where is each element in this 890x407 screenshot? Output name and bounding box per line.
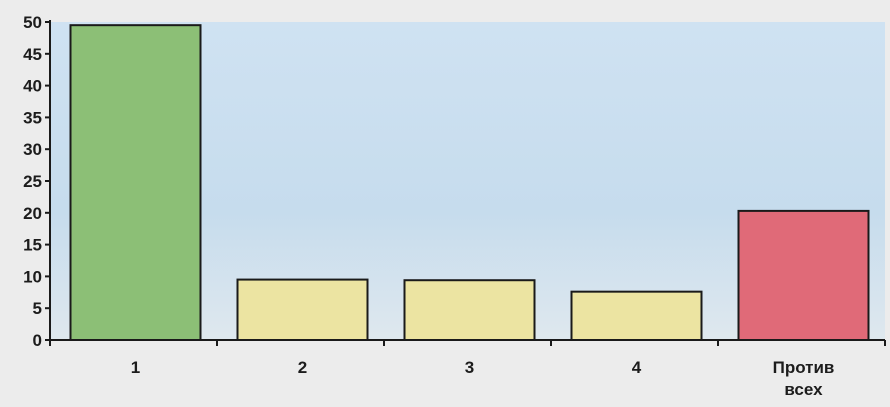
y-tick-label: 25 (23, 172, 42, 191)
bar-3 (403, 279, 536, 342)
y-tick-label: 0 (33, 331, 42, 350)
bar-4 (570, 290, 703, 341)
y-tick-label: 5 (33, 299, 42, 318)
y-tick-label: 45 (23, 45, 42, 64)
x-category-label: 2 (298, 358, 307, 377)
y-tick-label: 20 (23, 204, 42, 223)
x-category-label: 1 (131, 358, 140, 377)
bar-5 (737, 209, 870, 341)
x-category-label: 4 (632, 358, 642, 377)
y-tick-label: 10 (23, 267, 42, 286)
y-tick-label: 35 (23, 108, 42, 127)
y-tick-label: 30 (23, 140, 42, 159)
y-tick-label: 40 (23, 77, 42, 96)
bar-1 (69, 24, 202, 342)
y-axis: 0 5 10 15 20 25 30 35 40 45 50 (23, 13, 51, 350)
x-axis: 1 2 3 4 Против всех (45, 339, 886, 399)
x-category-label: 3 (465, 358, 474, 377)
y-tick-label: 15 (23, 236, 42, 255)
x-category-label: Против всех (773, 358, 835, 399)
bars-group (69, 24, 870, 342)
bar-2 (236, 278, 369, 341)
y-tick-label: 50 (23, 13, 42, 32)
